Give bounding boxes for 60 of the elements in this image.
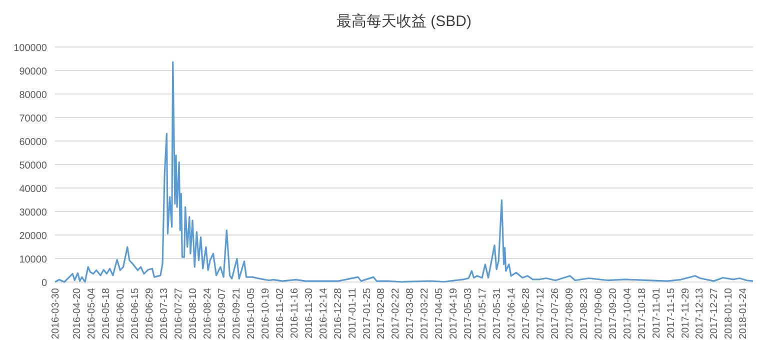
- x-tick-label: 2016-06-15: [130, 288, 142, 340]
- x-tick-label: 2017-02-22: [390, 288, 402, 340]
- x-tick-label: 2016-03-30: [50, 288, 62, 340]
- y-tick-label: 40000: [19, 184, 48, 195]
- x-tick-label: 2017-11-15: [666, 288, 677, 338]
- x-tick-label: 2017-01-25: [362, 288, 373, 340]
- y-tick-label: 30000: [19, 208, 48, 218]
- x-tick-label: 2017-11-01: [651, 288, 662, 338]
- x-tick-label: 2017-12-27: [709, 288, 720, 340]
- y-tick-label: 10000: [19, 254, 48, 266]
- x-tick-label: 2018-01-10: [724, 288, 735, 340]
- y-tick-label: 50000: [19, 160, 48, 172]
- x-tick-label: 2016-05-04: [86, 288, 98, 340]
- x-tick-label: 2018-01-24: [738, 288, 750, 340]
- x-tick-label: 2016-11-16: [289, 288, 300, 338]
- x-tick-label: 2017-04-05: [434, 288, 446, 340]
- x-tick-label: 2017-03-22: [420, 288, 431, 340]
- y-tick-label: 80000: [19, 90, 48, 101]
- x-tick-label: 2016-07-13: [159, 288, 170, 340]
- y-tick-label: 0: [41, 278, 48, 289]
- x-tick-label: 2017-05-31: [492, 288, 504, 340]
- x-tick-label: 2017-08-09: [564, 288, 576, 340]
- x-tick-label: 2016-11-02: [274, 288, 286, 338]
- y-tick-label: 60000: [19, 137, 48, 148]
- x-tick-label: 2016-06-01: [116, 288, 127, 340]
- x-tick-label: 2017-09-06: [593, 288, 604, 340]
- x-tick-label: 2017-06-14: [506, 288, 518, 340]
- y-tick-label: 20000: [19, 231, 48, 242]
- x-tick-label: 2016-08-24: [202, 288, 214, 340]
- x-tick-label: 2016-09-07: [216, 288, 228, 340]
- x-tick-label: 2016-10-19: [260, 288, 272, 340]
- x-tick-label: 2017-10-04: [622, 288, 634, 340]
- x-tick-label: 2017-07-26: [550, 288, 561, 340]
- x-tick-label: 2016-08-10: [188, 288, 200, 340]
- x-tick-label: 2016-12-14: [318, 288, 330, 340]
- x-tick-label: 2017-07-12: [535, 288, 546, 340]
- x-tick-label: 2017-05-17: [478, 288, 489, 340]
- x-tick-label: 2016-12-28: [332, 288, 344, 340]
- x-tick-label: 2017-12-13: [694, 288, 706, 340]
- x-tick-label: 2016-04-20: [72, 288, 84, 340]
- x-tick-label: 2017-10-18: [636, 288, 648, 340]
- x-tick-label: 2017-03-08: [405, 288, 416, 340]
- x-tick-label: 2016-07-27: [174, 288, 185, 340]
- x-tick-label: 2017-01-11: [347, 288, 358, 338]
- x-tick-label: 2016-11-30: [304, 288, 315, 338]
- x-tick-label: 2017-05-03: [463, 288, 474, 340]
- x-tick-label: 2017-08-23: [578, 288, 590, 340]
- chart-title: 最高每天收益 (SBD): [336, 13, 472, 30]
- x-tick-label: 2017-09-20: [608, 288, 619, 340]
- x-tick-label: 2017-11-29: [680, 288, 692, 338]
- x-tick-label: 2016-05-18: [101, 288, 112, 340]
- x-tick-label: 2017-04-19: [448, 288, 460, 340]
- y-tick-label: 100000: [14, 43, 48, 54]
- x-tick-label: 2017-06-28: [521, 288, 532, 340]
- x-tick-label: 2016-10-05: [246, 288, 257, 340]
- x-tick-label: 2016-06-29: [144, 288, 156, 340]
- y-tick-label: 90000: [19, 66, 48, 78]
- x-tick-label: 2017-02-08: [376, 288, 388, 340]
- y-tick-label: 70000: [19, 114, 48, 124]
- x-tick-label: 2016-09-21: [231, 288, 242, 340]
